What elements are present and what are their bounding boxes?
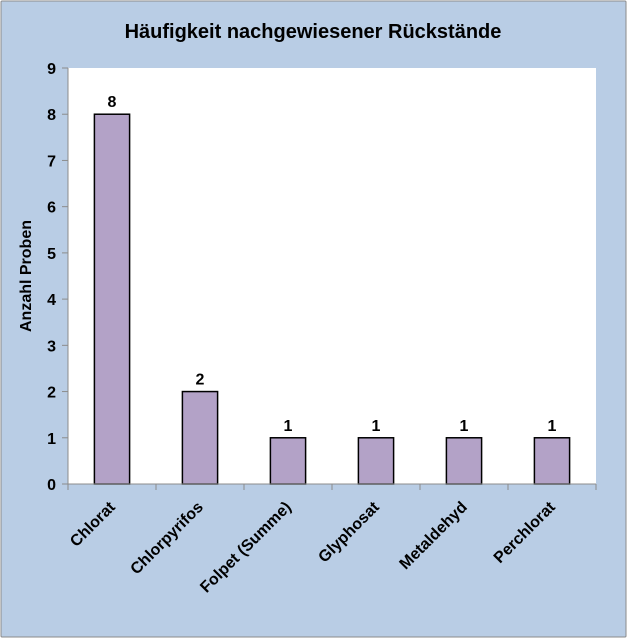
data-label: 2	[196, 372, 205, 389]
y-axis: 0 1 2 3 4 5 6 7 8 9	[47, 61, 69, 494]
bar	[93, 113, 131, 485]
y-tick-label: 6	[47, 200, 56, 217]
bar	[533, 437, 571, 485]
y-tick-label: 5	[47, 246, 56, 263]
y-tick-label: 7	[47, 153, 56, 170]
bar	[181, 390, 219, 485]
data-label: 1	[460, 418, 469, 435]
bars: 8 2 1 1 1 1	[93, 94, 571, 485]
data-label: 1	[372, 418, 381, 435]
data-label: 1	[284, 418, 293, 435]
plot-area	[68, 68, 596, 484]
chart-title: Häufigkeit nachgewiesener Rückstände	[125, 21, 502, 43]
y-tick-label: 0	[47, 477, 56, 494]
y-tick-label: 2	[47, 385, 56, 402]
y-axis-label: Anzahl Proben	[18, 220, 35, 332]
y-tick-label: 4	[47, 292, 56, 309]
data-label: 8	[108, 94, 117, 111]
data-label: 1	[548, 418, 557, 435]
y-tick-label: 9	[47, 61, 56, 78]
bar	[357, 437, 395, 485]
bar	[445, 437, 483, 485]
y-tick-label: 8	[47, 107, 56, 124]
bar	[269, 437, 307, 485]
y-tick-label: 3	[47, 338, 56, 355]
y-tick-label: 1	[47, 431, 56, 448]
